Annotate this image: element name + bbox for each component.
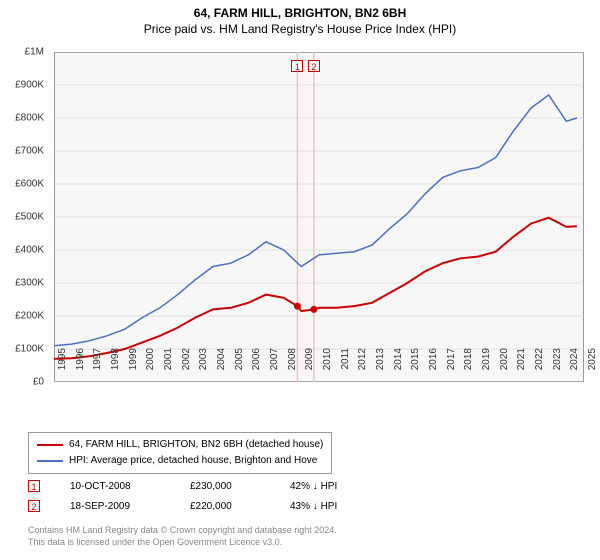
attribution-line1: Contains HM Land Registry data © Crown c… [28,524,337,536]
y-tick-label: £100K [0,344,44,355]
chart-area: 12 £0£100K£200K£300K£400K£500K£600K£700K… [54,52,584,382]
x-tick-label: 2025 [587,348,598,388]
transaction-price: £230,000 [190,481,260,492]
x-tick-label: 2008 [287,348,298,388]
y-tick-label: £400K [0,245,44,256]
attribution-line2: This data is licensed under the Open Gov… [28,536,337,548]
y-tick-label: £200K [0,311,44,322]
x-tick-label: 2011 [340,348,351,388]
x-tick-label: 2010 [322,348,333,388]
legend: 64, FARM HILL, BRIGHTON, BN2 6BH (detach… [28,432,332,474]
x-tick-label: 2001 [163,348,174,388]
y-tick-label: £300K [0,278,44,289]
x-tick-label: 2003 [198,348,209,388]
marker-number-box: 2 [308,60,320,72]
x-tick-label: 2020 [499,348,510,388]
transaction-row: 2 18-SEP-2009 £220,000 43% ↓ HPI [28,496,370,516]
x-tick-label: 2009 [304,348,315,388]
y-tick-label: £900K [0,80,44,91]
transaction-marker-icon: 2 [28,500,40,512]
x-tick-label: 2024 [569,348,580,388]
y-tick-label: £1M [0,47,44,58]
x-tick-label: 2021 [516,348,527,388]
line-series [54,52,584,382]
legend-swatch-hpi [37,460,63,462]
x-tick-label: 2014 [393,348,404,388]
x-tick-label: 2023 [552,348,563,388]
transaction-date: 10-OCT-2008 [70,481,160,492]
title-address: 64, FARM HILL, BRIGHTON, BN2 6BH [0,6,600,20]
transaction-vs-hpi: 43% ↓ HPI [290,501,370,512]
x-tick-label: 2013 [375,348,386,388]
attribution: Contains HM Land Registry data © Crown c… [28,524,337,548]
x-tick-label: 1996 [75,348,86,388]
x-tick-label: 2002 [181,348,192,388]
x-tick-label: 2012 [357,348,368,388]
title-subtitle: Price paid vs. HM Land Registry's House … [0,22,600,36]
x-tick-label: 2017 [446,348,457,388]
x-tick-label: 1999 [128,348,139,388]
transaction-date: 18-SEP-2009 [70,501,160,512]
y-tick-label: £600K [0,179,44,190]
x-tick-label: 2007 [269,348,280,388]
transaction-marker-icon: 1 [28,480,40,492]
transaction-vs-hpi: 42% ↓ HPI [290,481,370,492]
x-tick-label: 2004 [216,348,227,388]
x-tick-label: 2018 [463,348,474,388]
x-tick-label: 2015 [410,348,421,388]
x-tick-label: 2016 [428,348,439,388]
y-tick-label: £700K [0,146,44,157]
y-tick-label: £500K [0,212,44,223]
transaction-row: 1 10-OCT-2008 £230,000 42% ↓ HPI [28,476,370,496]
legend-item-property: 64, FARM HILL, BRIGHTON, BN2 6BH (detach… [37,437,323,453]
chart-container: 64, FARM HILL, BRIGHTON, BN2 6BH Price p… [0,0,600,560]
x-tick-label: 2022 [534,348,545,388]
x-tick-label: 1998 [110,348,121,388]
x-tick-label: 2005 [234,348,245,388]
legend-label-hpi: HPI: Average price, detached house, Brig… [69,453,317,469]
legend-item-hpi: HPI: Average price, detached house, Brig… [37,453,323,469]
legend-label-property: 64, FARM HILL, BRIGHTON, BN2 6BH (detach… [69,437,323,453]
y-tick-label: £0 [0,377,44,388]
legend-swatch-property [37,444,63,446]
marker-number-box: 1 [291,60,303,72]
transactions-table: 1 10-OCT-2008 £230,000 42% ↓ HPI 2 18-SE… [28,476,370,516]
y-tick-label: £800K [0,113,44,124]
x-tick-label: 2000 [145,348,156,388]
x-tick-label: 1997 [92,348,103,388]
x-tick-label: 2019 [481,348,492,388]
chart-titles: 64, FARM HILL, BRIGHTON, BN2 6BH Price p… [0,0,600,36]
x-tick-label: 1995 [57,348,68,388]
transaction-price: £220,000 [190,501,260,512]
x-tick-label: 2006 [251,348,262,388]
